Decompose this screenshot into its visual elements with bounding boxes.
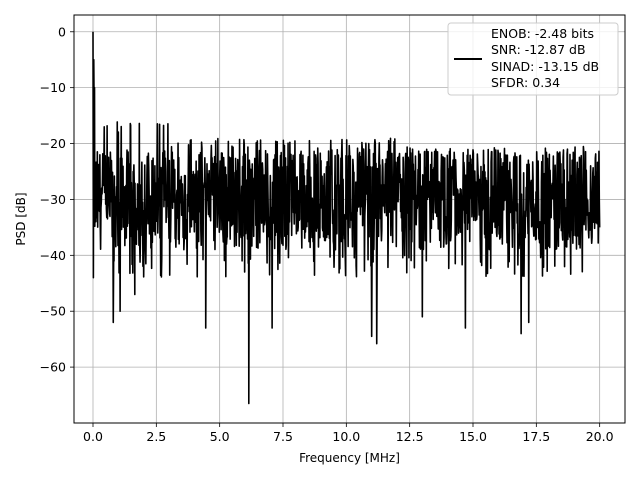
x-tick-label: 20.0 xyxy=(586,429,614,444)
x-axis-ticks: 0.0 2.5 5.0 7.5 10.0 12.5 15.0 17.5 20.0 xyxy=(83,423,614,444)
x-tick-label: 15.0 xyxy=(459,429,487,444)
x-tick-label: 17.5 xyxy=(522,429,550,444)
x-tick-label: 2.5 xyxy=(146,429,166,444)
plot-frame xyxy=(73,14,626,424)
y-axis-label: PSD [dB] xyxy=(14,192,28,245)
y-tick-label: −40 xyxy=(40,248,66,263)
legend-sfdr: SFDR: 0.34 xyxy=(491,75,560,90)
legend-sinad: SINAD: -13.15 dB xyxy=(491,59,599,74)
y-axis-ticks: 0 −10 −20 −30 −40 −50 −60 xyxy=(40,24,74,375)
x-tick-label: 10.0 xyxy=(332,429,360,444)
x-tick-label: 0.0 xyxy=(83,429,103,444)
y-tick-label: 0 xyxy=(58,24,66,39)
legend-enob: ENOB: -2.48 bits xyxy=(491,26,594,41)
x-axis-label: Frequency [MHz] xyxy=(299,451,400,465)
psd-trace xyxy=(92,31,601,405)
x-tick-label: 7.5 xyxy=(273,429,293,444)
y-tick-label: −20 xyxy=(40,136,66,151)
legend-box xyxy=(447,22,619,96)
y-tick-label: −60 xyxy=(40,360,66,375)
x-tick-label: 5.0 xyxy=(210,429,230,444)
psd-line xyxy=(92,31,601,405)
y-tick-label: −50 xyxy=(40,304,66,319)
y-tick-label: −30 xyxy=(40,192,66,207)
x-tick-label: 12.5 xyxy=(396,429,424,444)
legend: ENOB: -2.48 bits SNR: -12.87 dB SINAD: -… xyxy=(447,22,619,96)
legend-snr: SNR: -12.87 dB xyxy=(491,42,586,57)
y-tick-label: −10 xyxy=(40,80,66,95)
